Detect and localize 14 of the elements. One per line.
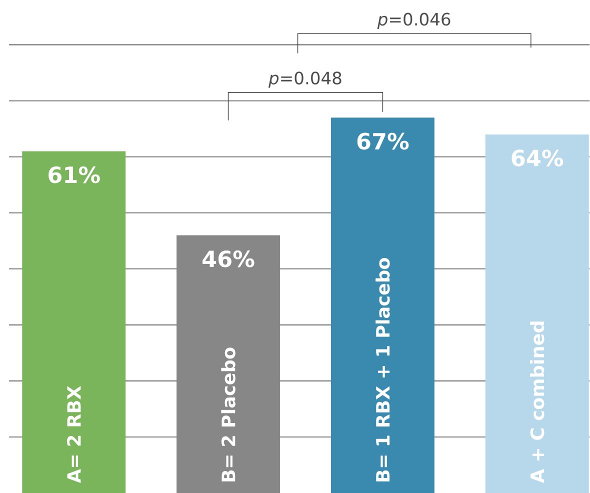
bar [22, 151, 126, 493]
x-tick-label: B= 2 Placebo [221, 348, 236, 482]
x-tick-label: A + C combined [530, 322, 544, 484]
data-label: 67% [357, 132, 409, 150]
text: p=0.046 [377, 12, 450, 29]
text: p=0.048 [268, 72, 342, 88]
bar [176, 235, 280, 493]
data-label: 61% [48, 166, 100, 184]
bar [485, 134, 589, 493]
data-label: 46% [202, 250, 254, 268]
x-tick-label: A= 2 RBX [67, 386, 81, 484]
data-label: 64% [512, 150, 564, 166]
bar [330, 118, 434, 493]
x-tick-label: B= 1 RBX + 1 Placebo [376, 258, 390, 482]
